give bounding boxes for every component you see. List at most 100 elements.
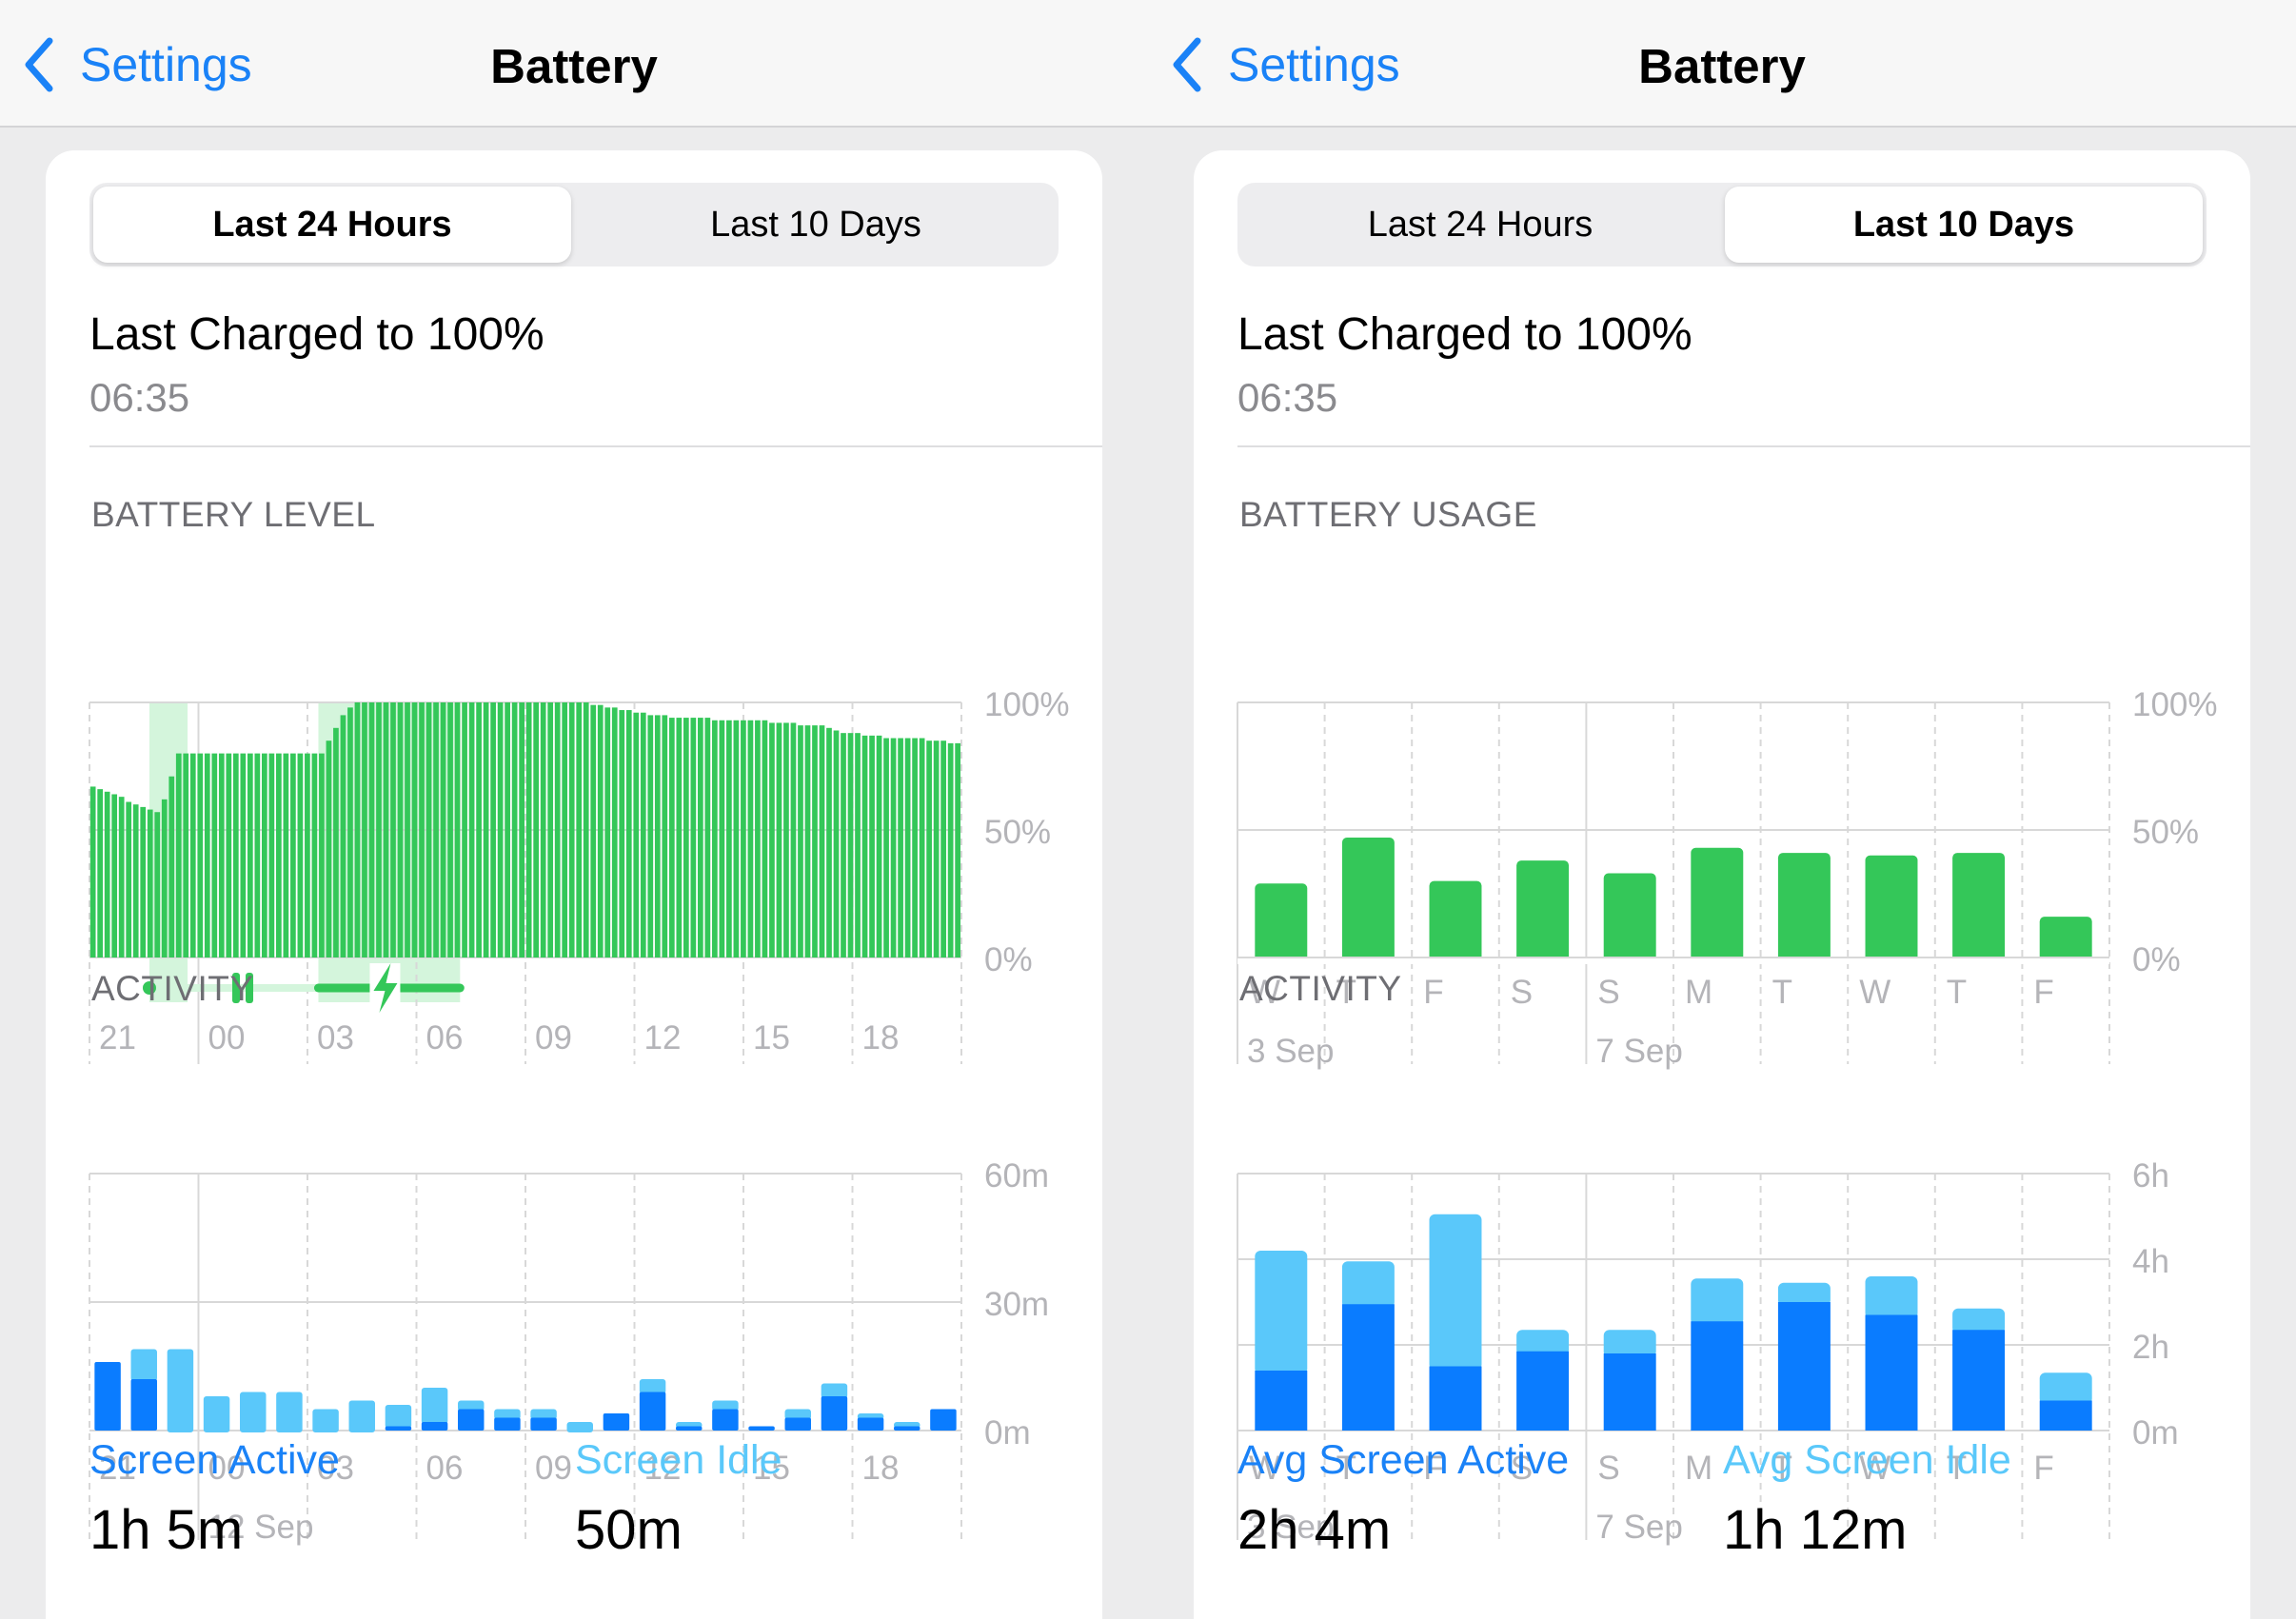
battery-level-bar bbox=[690, 718, 697, 958]
usage-y-tick: 100% bbox=[2132, 686, 2218, 723]
battery-level-bar bbox=[519, 702, 525, 958]
battery-level-bar bbox=[647, 715, 654, 958]
screen-idle-bar bbox=[167, 1349, 194, 1432]
battery-usage-bar bbox=[1865, 855, 1918, 961]
usage-date-label: 3 Sep bbox=[1247, 1033, 1334, 1070]
tab-last-10-days[interactable]: Last 10 Days bbox=[1725, 187, 2203, 263]
last-charged-title: Last Charged to 100% bbox=[89, 309, 544, 360]
battery-level-bar bbox=[726, 720, 732, 958]
avg-screen-idle-bar bbox=[1516, 1330, 1570, 1355]
screen-idle-bar bbox=[312, 1409, 339, 1432]
activity-chart: 6h 4h 2h 0m W T F S S M T W T F 3 Sep 7 Sep bbox=[1237, 1157, 2179, 1546]
battery-level-bar bbox=[625, 710, 632, 958]
usage-x-tick: S bbox=[1597, 974, 1619, 1011]
battery-level-bar bbox=[525, 702, 532, 958]
battery-level-bar bbox=[904, 738, 911, 958]
battery-level-bar bbox=[826, 727, 832, 958]
battery-usage-bar bbox=[1255, 883, 1308, 961]
battery-level-bar bbox=[576, 702, 583, 958]
battery-level-bar bbox=[397, 702, 404, 958]
screen-idle-bar bbox=[821, 1383, 848, 1398]
screen-idle-bar bbox=[203, 1396, 230, 1432]
battery-level-bar bbox=[755, 720, 761, 958]
battery-level-bar bbox=[454, 702, 461, 958]
battery-level-bar bbox=[676, 718, 683, 958]
tab-last-10-days[interactable]: Last 10 Days bbox=[710, 204, 921, 245]
battery-level-bar bbox=[405, 702, 410, 958]
pause-icon bbox=[246, 973, 254, 1003]
screen-idle-bar bbox=[276, 1392, 303, 1432]
avg-screen-active-bar bbox=[1341, 1304, 1395, 1431]
screen-idle-bar bbox=[240, 1392, 267, 1432]
battery-level-bar bbox=[633, 712, 640, 958]
usage-x-tick: T bbox=[1947, 974, 1967, 1011]
battery-level-bar bbox=[154, 812, 161, 958]
back-button[interactable]: Settings bbox=[21, 32, 252, 97]
activity10-x-tick: T bbox=[1947, 1450, 1967, 1487]
battery-level-bar bbox=[333, 727, 339, 958]
screen-active-label: Screen Active bbox=[89, 1437, 340, 1483]
battery-level-label: BATTERY LEVEL bbox=[91, 495, 376, 534]
battery-x-tick: 00 bbox=[208, 1019, 246, 1056]
battery-level-bar bbox=[347, 707, 353, 958]
tab-last-24-hours[interactable]: Last 24 Hours bbox=[1367, 204, 1593, 245]
screen-idle-bar bbox=[385, 1405, 412, 1429]
battery-level-bar bbox=[468, 702, 475, 958]
screen-active-bar bbox=[784, 1417, 811, 1431]
battery-level-bar bbox=[855, 733, 861, 958]
battery-level-bar bbox=[654, 715, 661, 958]
battery-level-bar bbox=[211, 753, 218, 958]
battery-level-bar bbox=[719, 720, 725, 958]
activity10-date-label: 7 Sep bbox=[1595, 1509, 1682, 1546]
battery-usage-bar bbox=[1341, 838, 1395, 961]
last-charged-time: 06:35 bbox=[89, 375, 190, 420]
avg-screen-idle-bar bbox=[1341, 1261, 1395, 1309]
battery-level-bar bbox=[290, 753, 296, 958]
back-label: Settings bbox=[1228, 38, 1400, 91]
battery-level-bar bbox=[583, 702, 589, 958]
battery-level-bar bbox=[712, 720, 718, 958]
tab-last-24-hours[interactable]: Last 24 Hours bbox=[93, 187, 571, 263]
battery-level-bar bbox=[697, 718, 703, 958]
battery-level-bar bbox=[89, 786, 96, 958]
battery-level-bar bbox=[597, 704, 604, 958]
activity-label: ACTIVITY bbox=[1239, 969, 1402, 1008]
battery-level-bar bbox=[476, 702, 482, 958]
battery-level-bar bbox=[619, 710, 625, 958]
battery-level-bar bbox=[340, 715, 346, 958]
battery-level-bar bbox=[97, 789, 104, 958]
usage-x-tick: F bbox=[2033, 974, 2053, 1011]
avg-screen-active-bar bbox=[1865, 1314, 1918, 1431]
battery-level-bar bbox=[547, 702, 554, 958]
screen-idle-label: Screen Idle bbox=[575, 1437, 782, 1483]
battery-level-bar bbox=[362, 702, 367, 958]
battery-level-bar bbox=[876, 735, 882, 958]
divider bbox=[1237, 445, 2250, 447]
battery-level-bar bbox=[861, 735, 868, 958]
activity-y-tick: 30m bbox=[984, 1286, 1049, 1323]
battery-level-bar bbox=[305, 753, 310, 958]
activity-date-label: 12 Sep bbox=[208, 1509, 314, 1546]
activity-x-tick: 09 bbox=[535, 1450, 572, 1487]
battery-usage-bar bbox=[1952, 853, 2006, 961]
battery-card: Last 24 Hours Last 10 Days Last Charged … bbox=[46, 150, 1102, 1619]
activity-y-tick: 0m bbox=[984, 1414, 1031, 1451]
battery-level-bar bbox=[104, 791, 110, 958]
usage-x-tick: W bbox=[1249, 974, 1280, 1011]
avg-screen-idle-bar bbox=[2039, 1372, 2092, 1405]
activity-y-tick: 60m bbox=[984, 1157, 1049, 1195]
usage-y-tick: 0% bbox=[2132, 941, 2181, 978]
back-button[interactable]: Settings bbox=[1169, 32, 1400, 97]
battery-usage-label: BATTERY USAGE bbox=[1239, 495, 1537, 534]
screen-idle-bar bbox=[566, 1422, 593, 1432]
activity-chart: 60m 30m 0m 21 00 03 06 09 12 15 18 12 Sep bbox=[89, 1157, 1049, 1546]
divider bbox=[89, 445, 1102, 447]
battery-level-bar bbox=[189, 753, 196, 958]
battery-level-bar bbox=[554, 702, 561, 958]
battery-level-bar bbox=[276, 753, 282, 958]
battery-level-bar bbox=[326, 740, 332, 958]
battery-level-bar bbox=[841, 733, 846, 958]
screen-active-bar bbox=[821, 1396, 848, 1431]
activity10-y-tick: 0m bbox=[2132, 1414, 2179, 1451]
battery-level-bar bbox=[390, 702, 396, 958]
